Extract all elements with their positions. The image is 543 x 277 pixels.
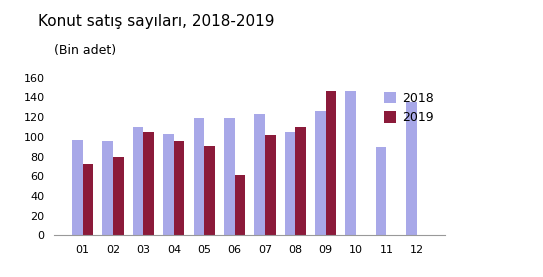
Bar (295, 127, 306, 235)
Bar (265, 135, 276, 235)
Bar (285, 132, 295, 235)
Text: (Bin adet): (Bin adet) (54, 44, 116, 57)
Bar (224, 118, 235, 235)
Bar (326, 91, 336, 235)
Bar (315, 111, 326, 235)
Bar (113, 158, 124, 235)
Bar (235, 175, 245, 235)
Legend: 2018, 2019: 2018, 2019 (378, 87, 439, 129)
Bar (163, 134, 174, 235)
Text: Konut satış sayıları, 2018-2019: Konut satış sayıları, 2018-2019 (38, 14, 275, 29)
Bar (72, 140, 83, 235)
Bar (376, 147, 387, 235)
Bar (345, 91, 356, 235)
Bar (133, 127, 143, 235)
Bar (254, 114, 265, 235)
Bar (406, 102, 417, 235)
Bar (174, 141, 185, 235)
Bar (204, 146, 215, 235)
Bar (194, 118, 204, 235)
Bar (143, 132, 154, 235)
Bar (103, 141, 113, 235)
Bar (83, 164, 93, 235)
